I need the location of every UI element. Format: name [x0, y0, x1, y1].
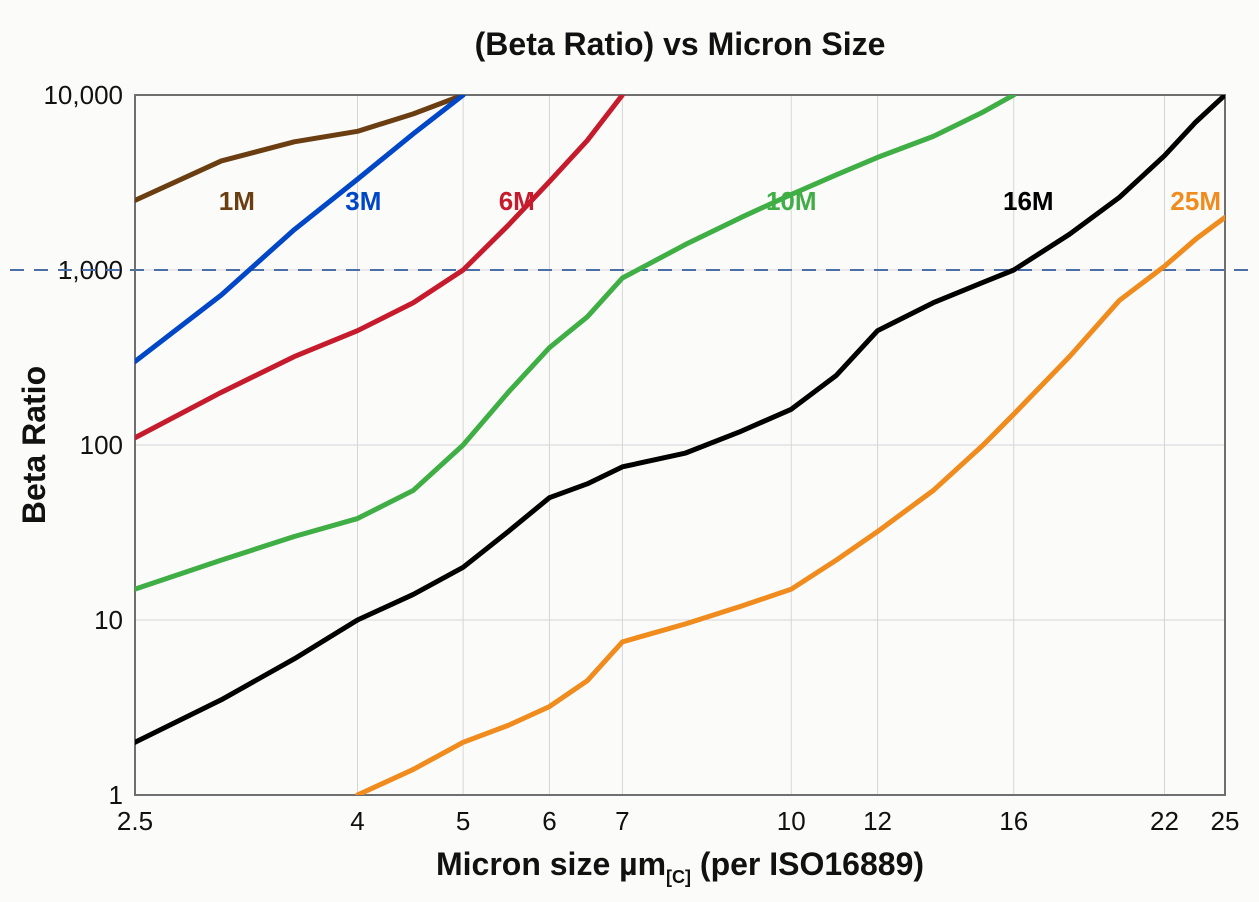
y-tick-label: 100 [80, 430, 123, 460]
series-label-16M: 16M [1003, 186, 1054, 216]
series-label-10M: 10M [766, 186, 817, 216]
x-tick-label: 7 [615, 806, 629, 836]
series-label-1M: 1M [219, 186, 255, 216]
series-label-3M: 3M [345, 186, 381, 216]
x-tick-label: 5 [456, 806, 470, 836]
x-tick-label: 2.5 [117, 806, 153, 836]
x-tick-label: 6 [542, 806, 556, 836]
x-tick-label: 22 [1150, 806, 1179, 836]
series-16M [135, 95, 1225, 742]
series-label-25M: 25M [1170, 186, 1221, 216]
series-1M [135, 95, 463, 200]
y-axis-label: Beta Ratio [16, 366, 52, 524]
y-tick-label: 10 [94, 605, 123, 635]
x-tick-label: 4 [350, 806, 364, 836]
y-tick-label: 10,000 [43, 80, 123, 110]
x-tick-label: 16 [999, 806, 1028, 836]
x-axis-label: Micron size µm[C] (per ISO16889) [436, 846, 924, 887]
x-tick-label: 12 [863, 806, 892, 836]
series-label-6M: 6M [499, 186, 535, 216]
chart-title: (Beta Ratio) vs Micron Size [475, 26, 886, 62]
x-tick-label: 10 [777, 806, 806, 836]
beta-ratio-chart: 2.5456710121622251101001,00010,0001M3M6M… [0, 0, 1259, 902]
x-tick-label: 25 [1211, 806, 1240, 836]
y-tick-label: 1 [109, 780, 123, 810]
series-10M [135, 95, 1014, 589]
series-3M [135, 95, 463, 362]
